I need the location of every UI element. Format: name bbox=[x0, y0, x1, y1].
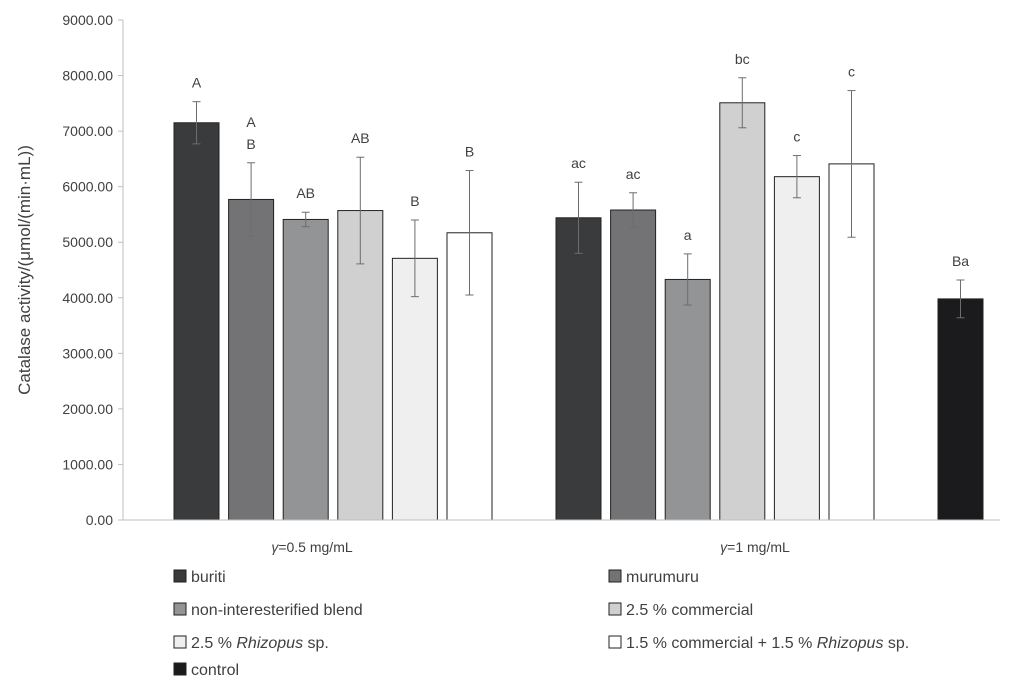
significance-label: ac bbox=[626, 166, 641, 182]
legend-item-control: control bbox=[173, 662, 239, 679]
y-tick-label: 6000.00 bbox=[62, 179, 113, 195]
error-bar bbox=[192, 101, 201, 145]
error-bar bbox=[301, 211, 310, 228]
bar-buriti: ac bbox=[555, 155, 602, 521]
significance-label: a bbox=[684, 227, 692, 243]
legend-swatch bbox=[173, 662, 187, 676]
bar-rect bbox=[282, 218, 329, 521]
legend-item-2-5-rhizopus-sp-: 2.5 % Rhizopus sp. bbox=[173, 635, 329, 652]
legend-label: 2.5 % commercial bbox=[626, 602, 753, 619]
bar-rect bbox=[391, 257, 438, 521]
y-tick-label: 7000.00 bbox=[62, 123, 113, 139]
bar-rect bbox=[555, 217, 602, 521]
y-tick-label: 4000.00 bbox=[62, 290, 113, 306]
bar-non-interesterified-blend: a bbox=[664, 227, 711, 521]
legend-swatch bbox=[173, 569, 187, 583]
y-tick-label: 8000.00 bbox=[62, 68, 113, 84]
legend-label: buriti bbox=[191, 569, 226, 586]
legend-swatch bbox=[608, 569, 622, 583]
bar-2-5-commercial: bc bbox=[719, 51, 766, 521]
significance-label: ac bbox=[571, 155, 586, 171]
significance-label: A bbox=[246, 114, 256, 130]
legend-swatch bbox=[173, 635, 187, 649]
legend-item-1-5-commercial-1-5-rhizopus-sp-: 1.5 % commercial + 1.5 % Rhizopus sp. bbox=[608, 635, 909, 652]
bar-rect bbox=[228, 198, 275, 521]
y-axis-title: Catalase activity/(μmol/(min·mL)) bbox=[15, 145, 34, 395]
bar-murumuru: AB bbox=[228, 114, 275, 521]
significance-label: B bbox=[246, 136, 255, 152]
legend-swatch bbox=[608, 602, 622, 616]
significance-label: c bbox=[848, 64, 855, 80]
y-tick-label: 1000.00 bbox=[62, 456, 113, 472]
bar-1-5-commercial-1-5-rhizopus-sp-: c bbox=[828, 64, 875, 521]
bar-rect bbox=[173, 122, 220, 521]
bar-rect bbox=[719, 102, 766, 521]
significance-label: B bbox=[465, 144, 474, 160]
y-tick-label: 3000.00 bbox=[62, 345, 113, 361]
error-bar bbox=[465, 170, 474, 296]
significance-label: AB bbox=[351, 130, 370, 146]
legend-label: 2.5 % Rhizopus sp. bbox=[191, 635, 329, 652]
bar-control: Ba bbox=[937, 253, 984, 521]
legend-item-buriti: buriti bbox=[173, 569, 226, 586]
bar-rect bbox=[937, 298, 984, 521]
bar-murumuru: ac bbox=[610, 166, 657, 521]
significance-label: B bbox=[410, 193, 419, 209]
error-bar bbox=[247, 162, 256, 237]
error-bar bbox=[792, 155, 801, 199]
bar-2-5-commercial: AB bbox=[337, 130, 384, 521]
legend-item-murumuru: murumuru bbox=[608, 569, 699, 586]
y-tick-label: 2000.00 bbox=[62, 401, 113, 417]
y-tick-label: 5000.00 bbox=[62, 234, 113, 250]
error-bar bbox=[356, 156, 365, 265]
bar-1-5-commercial-1-5-rhizopus-sp-: B bbox=[446, 144, 493, 521]
legend-item-non-interesterified-blend: non-interesterified blend bbox=[173, 602, 363, 619]
legend-label: control bbox=[191, 662, 239, 679]
legend-label: murumuru bbox=[626, 569, 699, 586]
bar-rect bbox=[773, 176, 820, 521]
error-bar bbox=[683, 253, 692, 306]
y-tick-label: 0.00 bbox=[86, 512, 113, 528]
x-group-label: γ=0.5 mg/mL bbox=[271, 539, 353, 555]
legend-swatch bbox=[173, 602, 187, 616]
significance-label: AB bbox=[296, 185, 315, 201]
bar-rect bbox=[610, 209, 657, 521]
legend-label: 1.5 % commercial + 1.5 % Rhizopus sp. bbox=[626, 635, 909, 652]
error-bar bbox=[410, 219, 419, 298]
legend-swatch bbox=[608, 635, 622, 649]
x-group-label: γ=1 mg/mL bbox=[720, 539, 790, 555]
bar-2-5-rhizopus-sp-: B bbox=[391, 193, 438, 521]
error-bar bbox=[574, 181, 583, 254]
error-bar bbox=[738, 77, 747, 129]
bar-non-interesterified-blend: AB bbox=[282, 185, 329, 521]
x-axis: γ=0.5 mg/mL γ=1 mg/mL bbox=[123, 519, 1000, 555]
significance-label: A bbox=[192, 75, 202, 91]
legend: buriti murumuru non-interesterified blend 2… bbox=[173, 569, 909, 679]
significance-label: bc bbox=[735, 51, 750, 67]
significance-label: c bbox=[793, 129, 800, 145]
legend-label: non-interesterified blend bbox=[191, 602, 363, 619]
bar-buriti: A bbox=[173, 75, 220, 521]
y-tick-label: 9000.00 bbox=[62, 12, 113, 28]
bar-rect bbox=[664, 278, 711, 521]
y-axis: 0.00 1000.00 2000.00 3000.00 4000.00 5000.00 6… bbox=[62, 12, 124, 528]
legend-item-2-5-commercial: 2.5 % commercial bbox=[608, 602, 753, 619]
significance-label: Ba bbox=[952, 253, 969, 269]
error-bar bbox=[956, 279, 965, 319]
error-bar bbox=[629, 192, 638, 228]
bar-2-5-rhizopus-sp-: c bbox=[773, 129, 820, 521]
error-bar bbox=[847, 90, 856, 238]
